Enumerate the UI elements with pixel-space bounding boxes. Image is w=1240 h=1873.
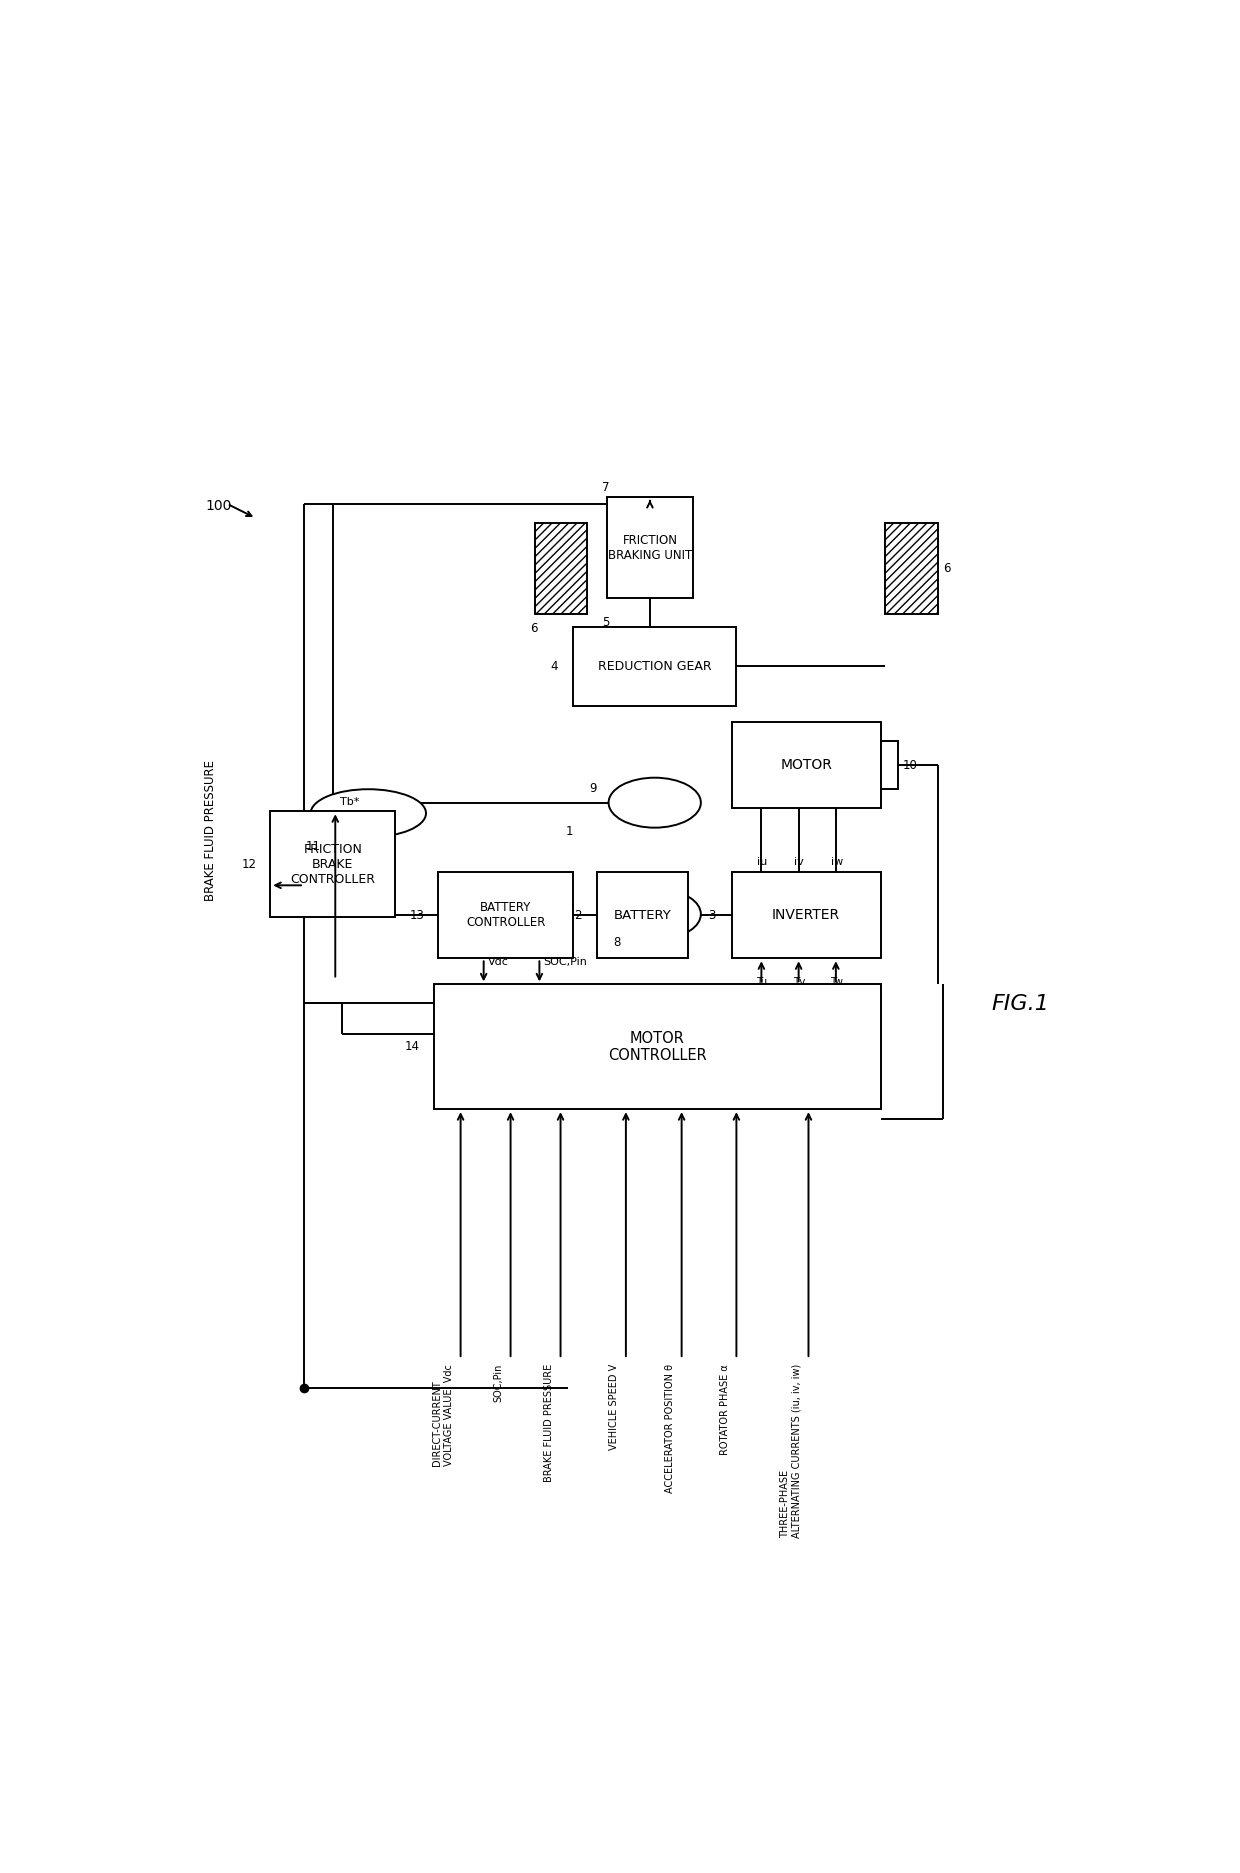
Text: BRAKE FLUID PRESSURE: BRAKE FLUID PRESSURE — [205, 760, 217, 901]
Text: SOC,Pin: SOC,Pin — [543, 957, 587, 966]
Bar — [606, 496, 693, 597]
Ellipse shape — [311, 789, 427, 837]
Bar — [885, 523, 939, 614]
Text: 3: 3 — [708, 908, 715, 922]
Ellipse shape — [609, 777, 701, 828]
Text: 12: 12 — [242, 858, 257, 871]
Bar — [439, 871, 573, 959]
Text: DIRECT-CURRENT
VOLTAGE VALUE  Vdc: DIRECT-CURRENT VOLTAGE VALUE Vdc — [433, 1364, 454, 1467]
Text: Tw: Tw — [830, 978, 843, 987]
Text: 5: 5 — [601, 616, 609, 629]
Text: ACCELERATOR POSITION θ: ACCELERATOR POSITION θ — [665, 1364, 675, 1493]
Text: iv: iv — [794, 858, 804, 867]
Bar — [732, 721, 880, 809]
Text: MOTOR: MOTOR — [780, 759, 832, 772]
Bar — [270, 811, 396, 918]
Text: 4: 4 — [551, 659, 558, 672]
Text: MOTOR
CONTROLLER: MOTOR CONTROLLER — [608, 1030, 707, 1064]
Text: INVERTER: INVERTER — [773, 908, 841, 922]
Text: BRAKE FLUID PRESSURE: BRAKE FLUID PRESSURE — [544, 1364, 554, 1482]
Bar — [534, 523, 588, 614]
Text: BATTERY: BATTERY — [614, 908, 672, 922]
Text: 6: 6 — [529, 622, 537, 635]
Text: 100: 100 — [206, 498, 232, 513]
Bar — [596, 871, 688, 959]
Text: FIG.1: FIG.1 — [991, 993, 1049, 1013]
Bar — [880, 742, 898, 789]
Text: BATTERY
CONTROLLER: BATTERY CONTROLLER — [466, 901, 546, 929]
Text: 6: 6 — [944, 562, 951, 575]
Text: iw: iw — [831, 858, 843, 867]
Bar — [732, 871, 880, 959]
Text: VEHICLE SPEED V: VEHICLE SPEED V — [609, 1364, 619, 1450]
Text: 2: 2 — [574, 908, 582, 922]
Text: 14: 14 — [404, 1040, 420, 1053]
Text: Tb*: Tb* — [340, 796, 360, 807]
Text: 7: 7 — [601, 481, 609, 494]
Text: 8: 8 — [614, 936, 621, 950]
Text: 9: 9 — [589, 781, 596, 794]
Text: SOC,Pin: SOC,Pin — [494, 1364, 503, 1403]
Text: REDUCTION GEAR: REDUCTION GEAR — [598, 659, 712, 672]
Text: 13: 13 — [409, 908, 424, 922]
Text: THREE-PHASE
ALTERNATING CURRENTS (iu, iv, iw): THREE-PHASE ALTERNATING CURRENTS (iu, iv… — [780, 1364, 802, 1538]
Bar — [573, 627, 737, 706]
Text: 11: 11 — [306, 841, 321, 854]
Text: ROTATOR PHASE α: ROTATOR PHASE α — [719, 1364, 729, 1455]
Text: Tu: Tu — [755, 978, 766, 987]
Text: Tv: Tv — [792, 978, 805, 987]
Text: FRICTION
BRAKE
CONTROLLER: FRICTION BRAKE CONTROLLER — [290, 843, 376, 886]
Text: iu: iu — [756, 858, 766, 867]
Text: FRICTION
BRAKING UNIT: FRICTION BRAKING UNIT — [608, 534, 692, 562]
Text: 10: 10 — [903, 759, 918, 772]
Text: Vdc: Vdc — [487, 957, 508, 966]
Text: 1: 1 — [565, 824, 573, 837]
Ellipse shape — [627, 892, 701, 936]
Bar — [434, 985, 880, 1109]
